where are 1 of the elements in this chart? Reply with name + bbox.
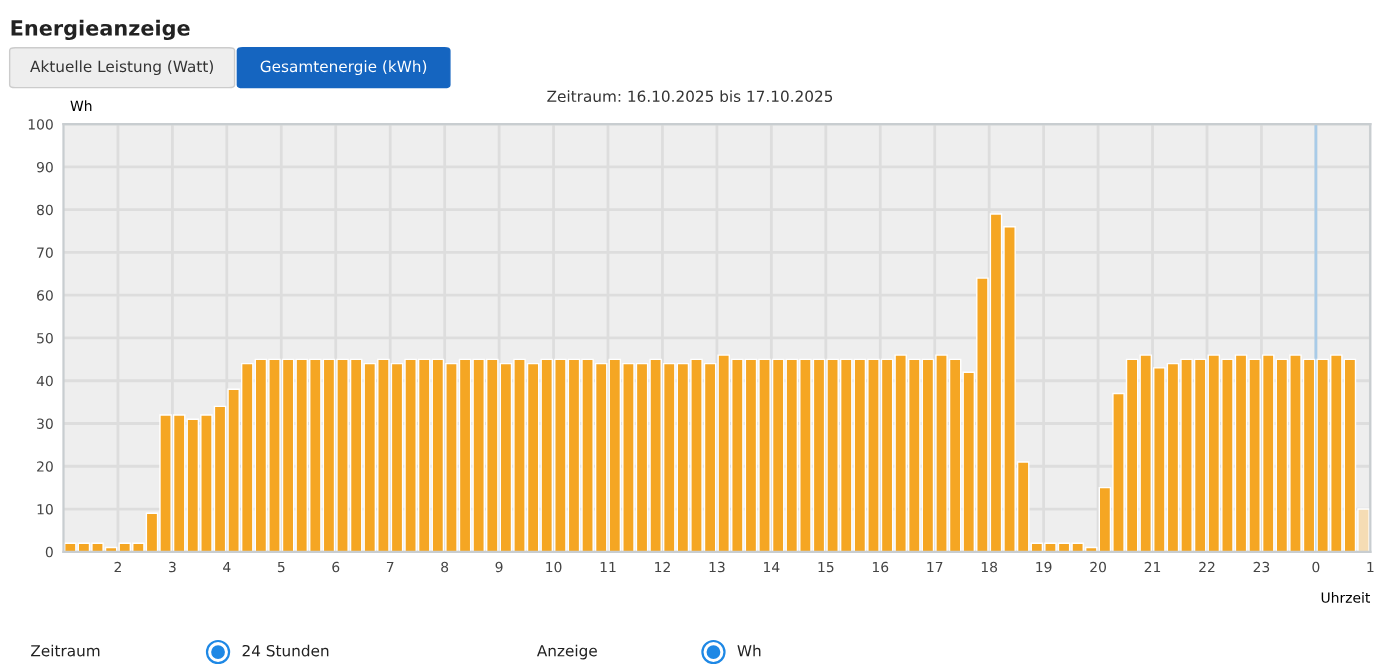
chart-title: Energieanzeige — [11, 19, 190, 41]
